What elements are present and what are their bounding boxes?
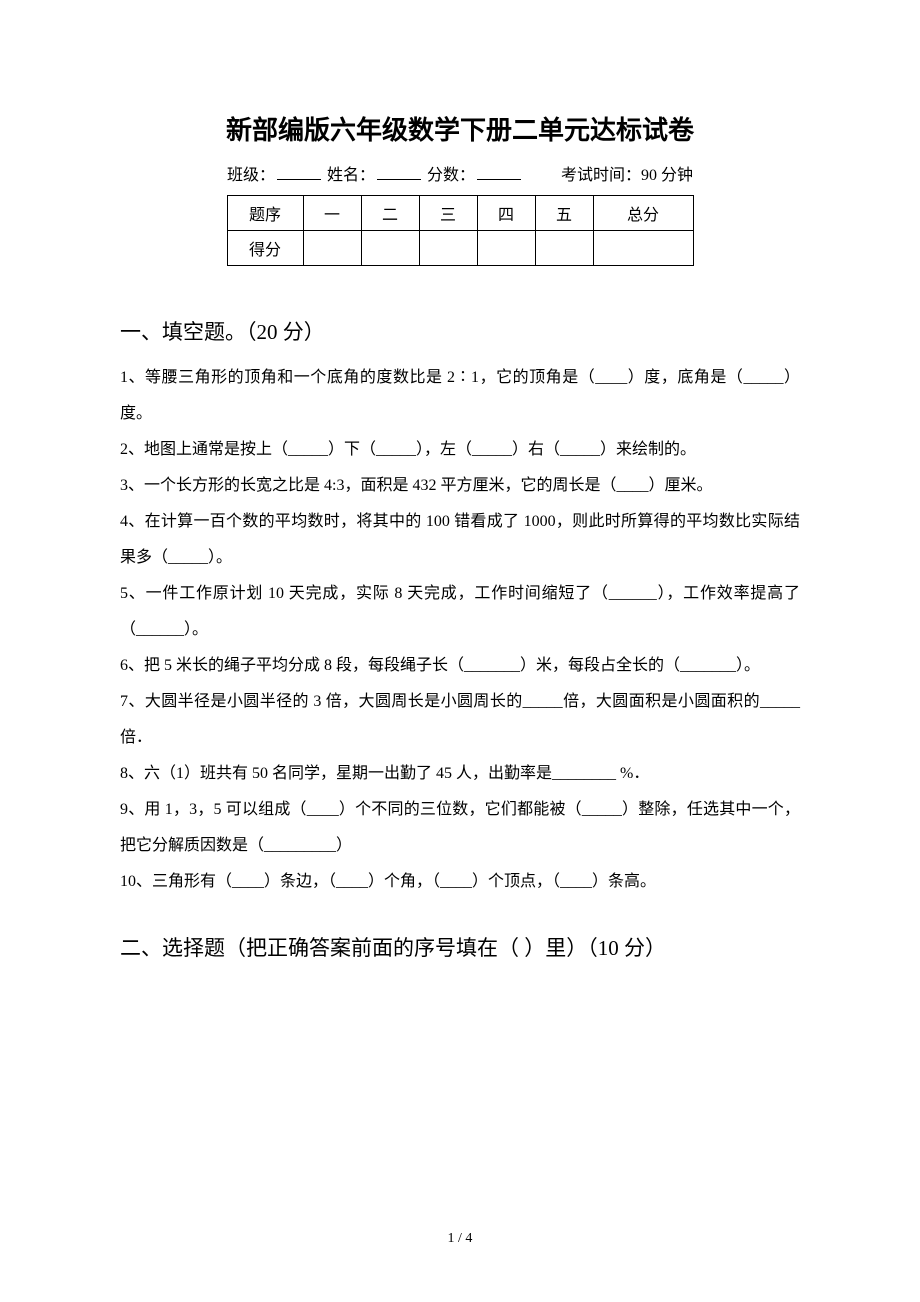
name-label: 姓名： — [327, 167, 375, 184]
exam-title: 新部编版六年级数学下册二单元达标试卷 — [120, 110, 800, 147]
question-3: 3、一个长方形的长宽之比是 4:3，面积是 432 平方厘米，它的周长是（___… — [120, 468, 800, 504]
class-blank — [277, 166, 321, 180]
score-cell — [303, 231, 361, 266]
score-table: 题序 一 二 三 四 五 总分 得分 — [227, 195, 694, 266]
score-cell — [535, 231, 593, 266]
score-cell — [477, 231, 535, 266]
question-10: 10、三角形有（____）条边，（____）个角，（____）个顶点，（____… — [120, 864, 800, 900]
table-row: 得分 — [227, 231, 693, 266]
score-label-cell: 得分 — [227, 231, 303, 266]
question-7: 7、大圆半径是小圆半径的 3 倍，大圆周长是小圆周长的_____倍，大圆面积是小… — [120, 684, 800, 756]
header-cell: 二 — [361, 196, 419, 231]
question-9: 9、用 1，3，5 可以组成（____）个不同的三位数，它们都能被（_____）… — [120, 792, 800, 864]
question-1: 1、等腰三角形的顶角和一个底角的度数比是 2∶1，它的顶角是（____）度，底角… — [120, 360, 800, 432]
section-1-title: 一、填空题。（20 分） — [120, 316, 800, 346]
name-blank — [377, 166, 421, 180]
header-cell: 四 — [477, 196, 535, 231]
header-cell: 三 — [419, 196, 477, 231]
class-label: 班级： — [227, 167, 275, 184]
exam-info-line: 班级： 姓名： 分数： 考试时间：90 分钟 — [120, 161, 800, 185]
score-label: 分数： — [427, 167, 475, 184]
question-8: 8、六（1）班共有 50 名同学，星期一出勤了 45 人，出勤率是_______… — [120, 756, 800, 792]
table-row: 题序 一 二 三 四 五 总分 — [227, 196, 693, 231]
question-4: 4、在计算一百个数的平均数时，将其中的 100 错看成了 1000，则此时所算得… — [120, 504, 800, 576]
header-cell: 题序 — [227, 196, 303, 231]
score-cell — [419, 231, 477, 266]
header-cell: 一 — [303, 196, 361, 231]
score-blank — [477, 166, 521, 180]
score-cell — [593, 231, 693, 266]
section-2-title: 二、选择题（把正确答案前面的序号填在（ ）里）（10 分） — [120, 932, 800, 962]
question-5: 5、一件工作原计划 10 天完成，实际 8 天完成，工作时间缩短了（______… — [120, 576, 800, 648]
duration-label: 考试时间：90 分钟 — [561, 167, 693, 184]
question-2: 2、地图上通常是按上（_____）下（_____），左（_____）右（____… — [120, 432, 800, 468]
question-6: 6、把 5 米长的绳子平均分成 8 段，每段绳子长（_______）米，每段占全… — [120, 648, 800, 684]
header-cell: 总分 — [593, 196, 693, 231]
page-number: 1 / 4 — [0, 1231, 920, 1247]
score-cell — [361, 231, 419, 266]
header-cell: 五 — [535, 196, 593, 231]
